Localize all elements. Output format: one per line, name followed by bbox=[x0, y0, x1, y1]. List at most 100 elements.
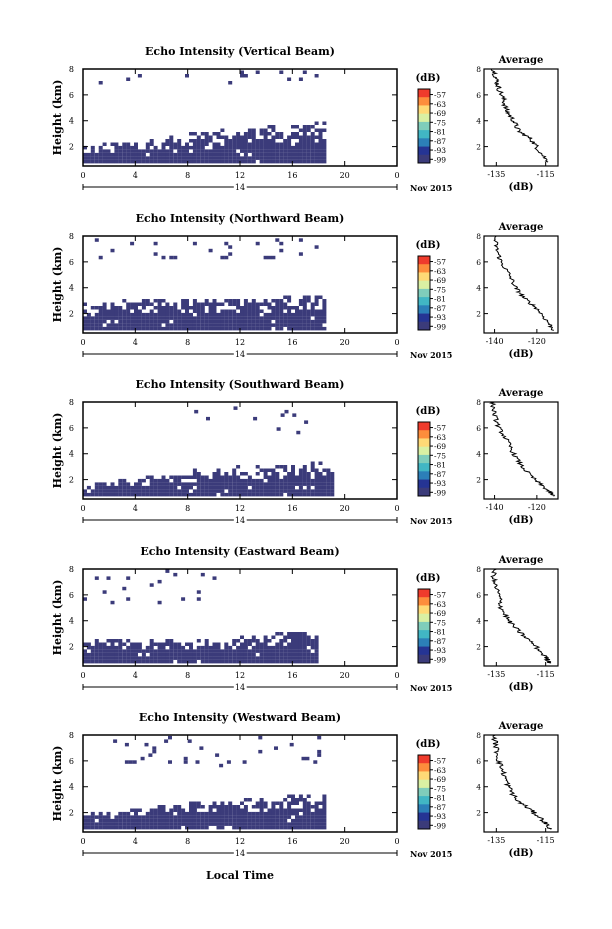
echo-cell bbox=[118, 478, 123, 483]
echo-cell bbox=[302, 468, 307, 472]
echo-cell bbox=[314, 639, 319, 643]
echo-cell bbox=[220, 822, 225, 826]
echo-cell bbox=[232, 478, 237, 483]
echo-cell bbox=[279, 639, 284, 643]
echo-cell bbox=[240, 811, 244, 816]
echo-cell bbox=[298, 145, 303, 150]
echo-cell bbox=[161, 825, 166, 830]
echo-cell bbox=[302, 649, 307, 653]
echo-cell bbox=[314, 656, 319, 660]
echo-cell bbox=[302, 639, 307, 643]
colorbar-swatch bbox=[418, 812, 430, 822]
echo-cell bbox=[232, 312, 237, 317]
echo-cell bbox=[322, 152, 327, 157]
echo-cell bbox=[279, 152, 284, 157]
echo-cell bbox=[185, 299, 189, 303]
echo-cell bbox=[161, 159, 166, 164]
echo-cell bbox=[177, 312, 182, 317]
echo-cell bbox=[90, 652, 95, 657]
echo-cell bbox=[114, 312, 119, 317]
echo-cell bbox=[126, 659, 131, 664]
echo-cell bbox=[275, 465, 280, 469]
echo-cell bbox=[110, 659, 115, 664]
echo-cell bbox=[212, 475, 217, 479]
echo-cell bbox=[240, 656, 244, 660]
echo-cell bbox=[247, 811, 252, 816]
echo-cell bbox=[302, 472, 307, 476]
echo-cell bbox=[161, 309, 166, 313]
echo-cell bbox=[279, 632, 284, 636]
echo-cell bbox=[318, 312, 323, 317]
echo-cell bbox=[302, 642, 307, 646]
echo-cell bbox=[181, 645, 186, 650]
profile-line bbox=[493, 235, 554, 331]
echo-cell bbox=[219, 763, 224, 768]
echo-cell bbox=[165, 319, 170, 324]
echo-cell bbox=[236, 811, 241, 816]
echo-cell bbox=[122, 142, 127, 146]
echo-cell bbox=[322, 319, 327, 324]
echo-cell bbox=[275, 475, 280, 479]
y-tick-label: 2 bbox=[69, 643, 74, 652]
echo-cell bbox=[189, 132, 193, 136]
echo-cell bbox=[287, 642, 292, 646]
echo-cell bbox=[279, 478, 284, 483]
echo-cell bbox=[267, 808, 272, 812]
echo-cell bbox=[243, 652, 248, 657]
echo-cell bbox=[86, 326, 91, 331]
echo-cell bbox=[259, 149, 264, 153]
echo-cell bbox=[220, 312, 225, 317]
echo-cell bbox=[314, 635, 319, 639]
echo-cell bbox=[279, 149, 284, 153]
echo-cell bbox=[306, 149, 311, 153]
echo-cell bbox=[86, 822, 91, 826]
echo-cell bbox=[302, 306, 307, 310]
echo-cell bbox=[283, 306, 288, 310]
echo-cell bbox=[216, 485, 221, 490]
echo-cell bbox=[283, 649, 288, 653]
echo-cell bbox=[110, 656, 115, 660]
echo-cell bbox=[236, 326, 241, 331]
echo-cell bbox=[161, 659, 166, 664]
echo-cell bbox=[149, 142, 154, 146]
echo-cell bbox=[283, 159, 288, 164]
echo-cell bbox=[114, 818, 119, 823]
echo-cell bbox=[161, 811, 166, 816]
echo-cell bbox=[194, 409, 199, 414]
echo-cell bbox=[275, 238, 280, 242]
echo-cell bbox=[118, 639, 123, 643]
echo-cell bbox=[153, 659, 158, 664]
echo-cell bbox=[141, 326, 146, 331]
echo-cell bbox=[200, 323, 205, 327]
echo-cell bbox=[94, 238, 99, 242]
echo-cell bbox=[310, 815, 315, 819]
x-tick-label: 0 bbox=[394, 338, 399, 347]
echo-cell bbox=[137, 319, 142, 324]
echo-cell bbox=[134, 316, 138, 320]
echo-cell bbox=[228, 245, 233, 249]
echo-cell bbox=[251, 323, 256, 327]
colorbar-tick-label: -87 bbox=[434, 803, 446, 812]
echo-cell bbox=[90, 492, 95, 497]
echo-cell bbox=[267, 645, 272, 650]
echo-cell bbox=[124, 742, 129, 747]
echo-cell bbox=[287, 316, 292, 320]
echo-cell bbox=[90, 822, 95, 826]
echo-cell bbox=[169, 811, 174, 816]
y-tick-label: 8 bbox=[69, 565, 74, 574]
echo-cell bbox=[86, 825, 91, 830]
echo-cell bbox=[208, 811, 213, 816]
profile-title: Average bbox=[498, 388, 544, 399]
echo-cell bbox=[114, 309, 119, 313]
echo-cell bbox=[126, 312, 131, 317]
echo-cell bbox=[216, 642, 221, 646]
echo-cell bbox=[283, 482, 288, 486]
echo-cell bbox=[291, 135, 295, 139]
echo-cell bbox=[149, 485, 154, 490]
colorbar-unit: (dB) bbox=[416, 240, 441, 251]
echo-cell bbox=[314, 485, 319, 490]
echo-cell bbox=[295, 656, 299, 660]
echo-cell bbox=[243, 808, 248, 812]
colorbar-tick-label: -63 bbox=[434, 600, 446, 609]
echo-cell bbox=[247, 156, 252, 160]
